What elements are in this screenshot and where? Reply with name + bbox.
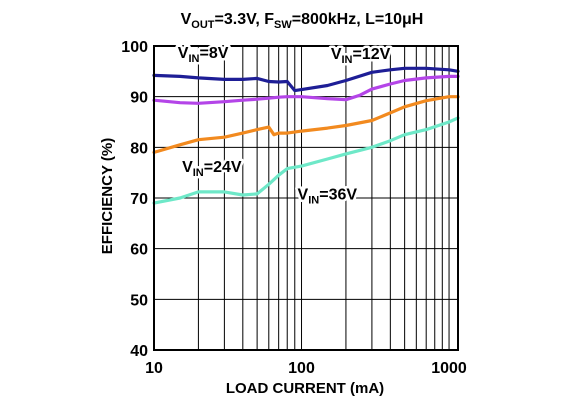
tick-labels: 40 50 60 70 80 90 100 10 100 1000 (121, 39, 467, 377)
y-tick-label: 50 (130, 292, 148, 309)
series-line-4 (152, 116, 460, 205)
x-tick-label: 1000 (431, 360, 467, 377)
series-label-2: VIN=12V (331, 46, 391, 66)
series-line-1 (152, 66, 460, 93)
series-label-1: VIN=8V (178, 45, 229, 65)
series-label-3: VIN=24V (182, 159, 242, 179)
chart-title: VOUT=3.3V, FSW=800kHz, L=10μH (181, 11, 424, 31)
y-tick-label: 80 (130, 140, 148, 157)
x-tick-label: 100 (288, 360, 315, 377)
series-label-halo: VIN=24V (182, 159, 242, 179)
y-tick-label: 70 (130, 191, 148, 208)
y-tick-label: 100 (121, 39, 148, 56)
series-label-halo: VIN=36V (298, 187, 358, 207)
series-label-halo: VIN=8V (178, 45, 229, 65)
series-label-4: VIN=36V (298, 187, 358, 207)
y-axis-label: EFFICIENCY (%) (99, 138, 116, 254)
series-line-2 (152, 74, 460, 105)
series-label-halo: VIN=12V (331, 46, 391, 66)
y-tick-label: 90 (130, 90, 148, 107)
y-tick-label: 60 (130, 242, 148, 259)
series-line-3 (152, 95, 460, 154)
y-tick-label: 40 (130, 343, 148, 360)
plot-frame (153, 45, 459, 351)
x-axis-label: LOAD CURRENT (mA) (226, 380, 384, 397)
x-tick-label: 10 (145, 360, 163, 377)
series-curves (152, 66, 460, 205)
